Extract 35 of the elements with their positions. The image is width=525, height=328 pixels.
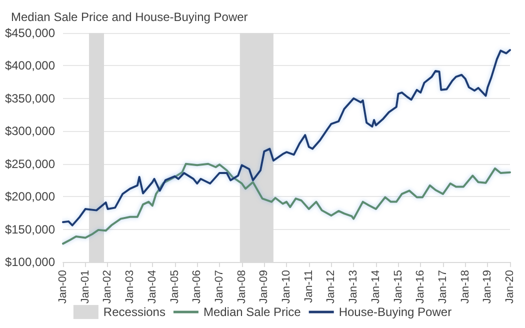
y-tick-label: $400,000 (4, 58, 56, 73)
x-tick-label: Jan-07 (213, 270, 226, 304)
x-tick-label: Jan-09 (258, 270, 270, 304)
x-tick-label: Jan-20 (504, 270, 516, 304)
x-tick-label: Jan-10 (280, 270, 293, 304)
x-tick-label: Jan-11 (302, 270, 315, 303)
y-tick-label: $250,000 (4, 156, 56, 171)
legend-label: House-Buying Power (338, 305, 452, 319)
x-tick-label: Jan-04 (146, 270, 158, 304)
x-tick-label: Jan-01 (79, 270, 92, 304)
line-series (62, 162, 511, 245)
x-tick-label: Jan-13 (348, 270, 360, 304)
x-tick-label: Jan-08 (236, 270, 248, 304)
x-tick-label: Jan-05 (168, 270, 181, 304)
x-tick-label: Jan-03 (124, 270, 136, 304)
y-tick-label: $200,000 (4, 190, 56, 204)
x-tick-label: Jan-17 (436, 270, 449, 304)
x-tick-label: Jan-18 (459, 270, 472, 304)
x-tick-label: Jan-16 (414, 270, 427, 304)
x-tick-label: Jan-12 (325, 270, 338, 304)
line-series (62, 49, 511, 226)
y-tick-label: $150,000 (4, 222, 56, 236)
y-tick-label: $450,000 (4, 26, 56, 40)
x-tick-label: Jan-14 (370, 270, 382, 304)
y-tick-label: $100,000 (4, 255, 56, 269)
x-tick-label: Jan-06 (191, 270, 204, 304)
chart-title: Median Sale Price and House-Buying Power (11, 10, 248, 24)
legend-label: Recessions (103, 305, 166, 319)
x-tick-label: Jan-15 (392, 270, 404, 304)
y-tick-label: $300,000 (4, 124, 56, 138)
legend-label: Median Sale Price (203, 305, 302, 319)
x-tick-label: Jan-00 (57, 270, 69, 304)
y-tick-label: $350,000 (4, 91, 56, 106)
x-tick-label: Jan-19 (482, 270, 494, 304)
x-tick-label: Jan-02 (102, 270, 114, 304)
